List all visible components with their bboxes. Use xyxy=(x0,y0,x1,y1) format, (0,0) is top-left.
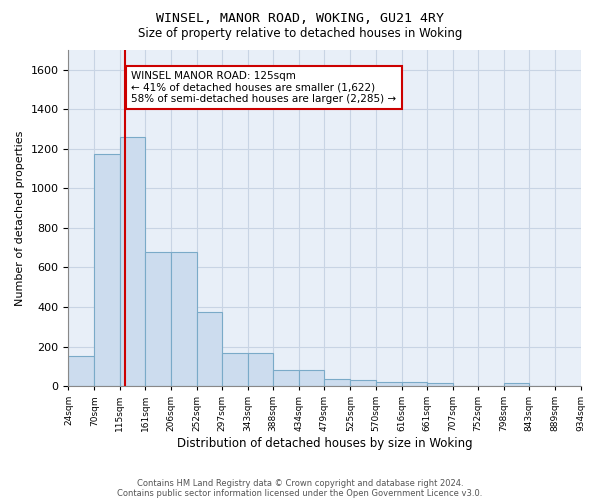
Bar xyxy=(197,312,222,386)
Bar xyxy=(94,154,119,386)
Bar xyxy=(325,379,350,386)
Y-axis label: Number of detached properties: Number of detached properties xyxy=(15,130,25,306)
Text: WINSEL, MANOR ROAD, WOKING, GU21 4RY: WINSEL, MANOR ROAD, WOKING, GU21 4RY xyxy=(156,12,444,26)
Bar xyxy=(119,136,145,386)
Bar xyxy=(145,252,171,386)
Bar xyxy=(171,252,197,386)
Bar xyxy=(401,382,427,386)
Bar xyxy=(299,370,325,386)
Bar xyxy=(68,356,94,386)
Bar xyxy=(504,383,529,386)
Text: WINSEL MANOR ROAD: 125sqm
← 41% of detached houses are smaller (1,622)
58% of se: WINSEL MANOR ROAD: 125sqm ← 41% of detac… xyxy=(131,71,397,104)
Bar xyxy=(350,380,376,386)
Text: Size of property relative to detached houses in Woking: Size of property relative to detached ho… xyxy=(138,28,462,40)
Bar xyxy=(273,370,299,386)
Bar xyxy=(376,382,401,386)
X-axis label: Distribution of detached houses by size in Woking: Distribution of detached houses by size … xyxy=(176,437,472,450)
Bar xyxy=(427,383,453,386)
Text: Contains HM Land Registry data © Crown copyright and database right 2024.: Contains HM Land Registry data © Crown c… xyxy=(137,478,463,488)
Bar xyxy=(222,354,248,386)
Bar xyxy=(248,354,273,386)
Text: Contains public sector information licensed under the Open Government Licence v3: Contains public sector information licen… xyxy=(118,488,482,498)
